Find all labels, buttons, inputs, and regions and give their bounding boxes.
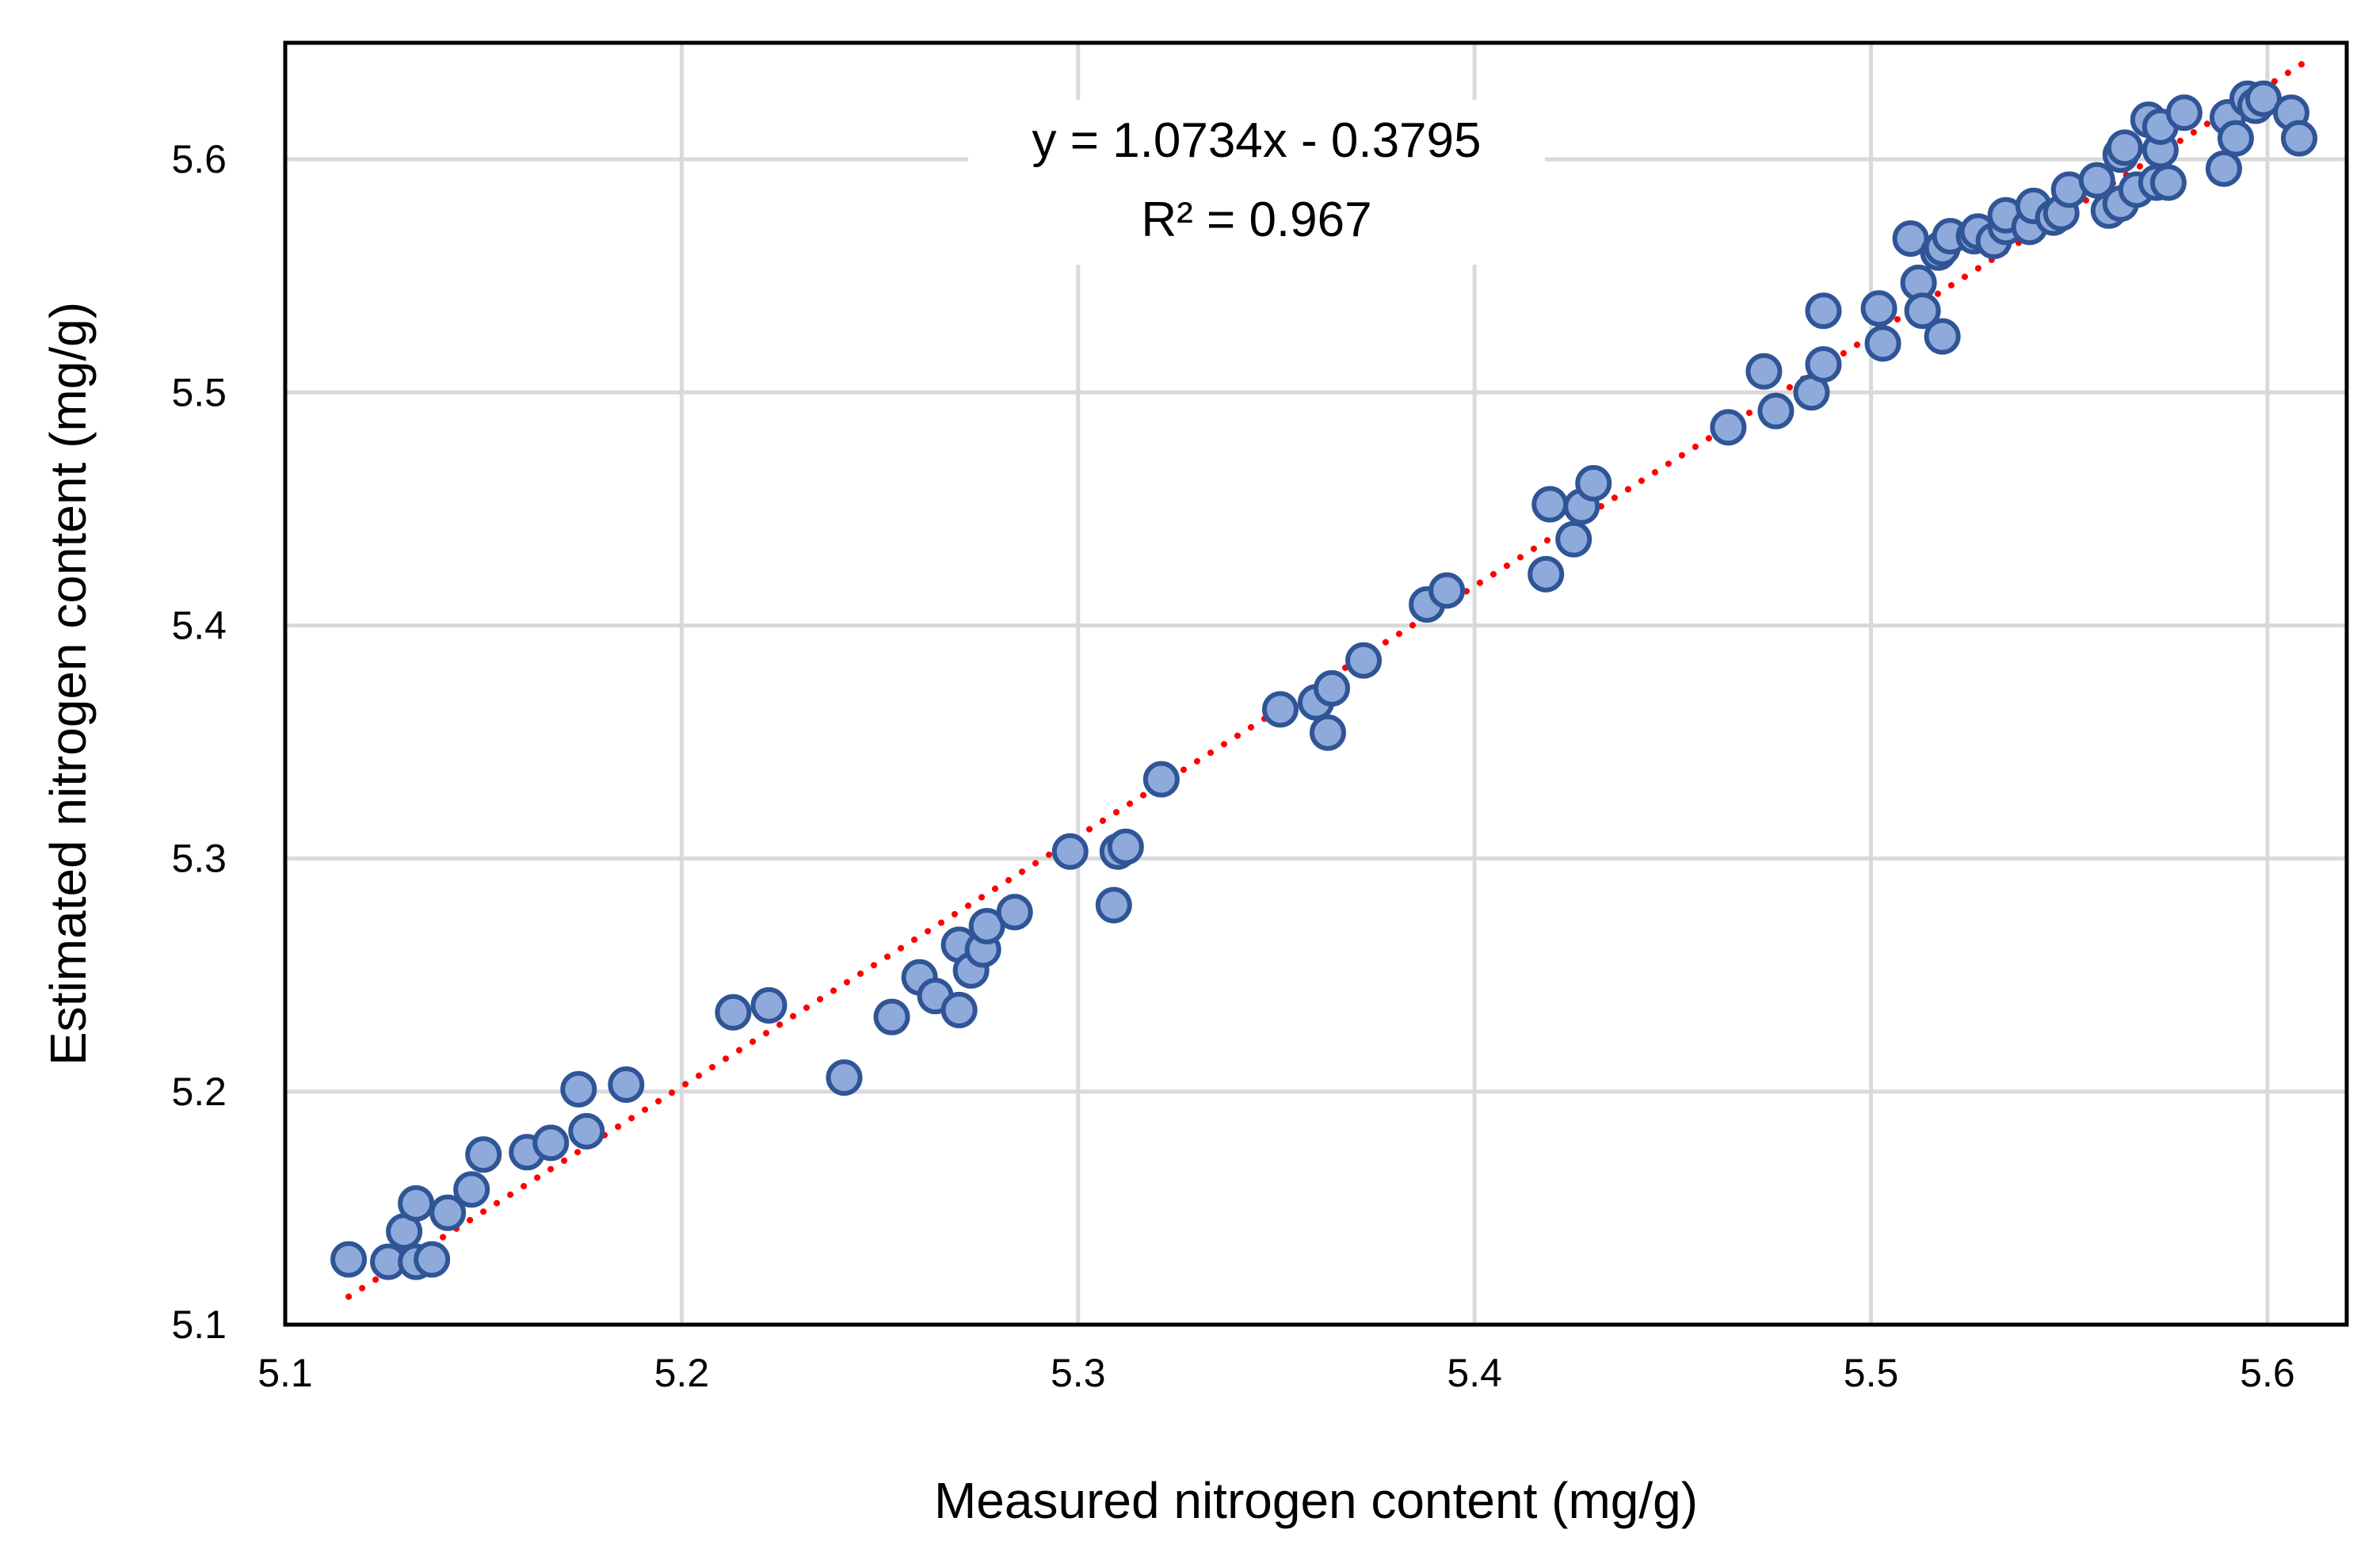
data-point-47 [1805, 345, 1842, 383]
x-tick-label: 5.5 [1844, 1351, 1899, 1395]
x-tick-label: 5.2 [654, 1351, 710, 1395]
data-point-55 [1924, 318, 1961, 355]
data-point-5 [414, 1241, 451, 1278]
trendline-group [345, 57, 2310, 1300]
y-tick-label: 5.5 [171, 370, 227, 414]
data-point-79 [2165, 94, 2203, 132]
data-point-14 [715, 993, 752, 1031]
y-tick-label: 5.2 [171, 1070, 227, 1114]
data-point-21 [940, 991, 978, 1028]
data-point-33 [1314, 669, 1351, 707]
data-point-82 [2217, 120, 2254, 157]
data-point-38 [1528, 555, 1565, 593]
y-tick-label: 5.1 [171, 1302, 227, 1347]
data-point-78 [2149, 164, 2187, 201]
data-point-45 [1757, 392, 1795, 429]
y-tick-label: 5.6 [171, 137, 227, 181]
y-tick-label: 5.3 [171, 837, 227, 881]
x-tick-label: 5.3 [1051, 1351, 1106, 1395]
data-point-15 [750, 986, 788, 1024]
data-point-26 [1051, 833, 1089, 870]
data-point-29 [1107, 828, 1144, 865]
data-point-6 [429, 1194, 467, 1231]
data-point-68 [2078, 162, 2115, 199]
data-point-34 [1310, 714, 1347, 751]
data-point-44 [1745, 353, 1783, 390]
data-point-11 [560, 1070, 597, 1108]
trendline-r-squared-label: R² = 0.967 [1141, 193, 1371, 247]
data-point-51 [1892, 220, 1929, 257]
x-tick-label: 5.4 [1447, 1351, 1502, 1395]
data-point-35 [1345, 642, 1383, 679]
data-points [330, 80, 2317, 1280]
data-point-43 [1710, 409, 1747, 446]
data-point-30 [1142, 761, 1180, 798]
data-point-12 [568, 1112, 605, 1150]
y-axis-tick-labels: 5.1 5.2 5.3 5.4 5.5 5.6 [171, 137, 227, 1347]
data-point-25 [996, 894, 1033, 931]
data-point-28 [1095, 887, 1132, 924]
data-point-39 [1531, 486, 1569, 523]
data-point-24 [968, 907, 1005, 944]
data-point-8 [465, 1136, 502, 1173]
data-point-7 [453, 1171, 490, 1208]
data-point-37 [1428, 572, 1466, 609]
data-point-49 [1860, 290, 1898, 327]
data-point-85 [2245, 80, 2282, 117]
data-point-42 [1575, 465, 1612, 502]
data-point-53 [1904, 292, 1941, 330]
data-point-16 [826, 1059, 863, 1096]
data-point-17 [873, 998, 910, 1035]
data-point-10 [532, 1124, 570, 1161]
data-point-31 [1261, 691, 1299, 728]
y-axis-title: Estimated nitrogen content (mg/g) [40, 302, 97, 1066]
trendline-equation-label: y = 1.0734x - 0.3795 [1032, 113, 1481, 168]
data-point-40 [1555, 521, 1592, 558]
data-point-87 [2280, 120, 2317, 157]
data-point-72 [2106, 129, 2143, 166]
x-tick-label: 5.6 [2240, 1351, 2295, 1395]
plot-area-border [283, 40, 2349, 1327]
data-point-13 [608, 1066, 645, 1103]
data-point-50 [1864, 325, 1901, 362]
x-axis-tick-labels: 5.1 5.2 5.3 5.4 5.5 5.6 [257, 1351, 2294, 1395]
equation-label-background [968, 100, 1545, 265]
trendline [345, 57, 2310, 1300]
y-tick-label: 5.4 [171, 603, 227, 647]
data-point-3 [398, 1185, 435, 1222]
data-point-0 [330, 1241, 368, 1278]
x-tick-label: 5.1 [257, 1351, 313, 1395]
data-point-48 [1805, 292, 1842, 330]
x-axis-title: Measured nitrogen content (mg/g) [934, 1472, 1698, 1529]
data-point-80 [2205, 150, 2242, 187]
